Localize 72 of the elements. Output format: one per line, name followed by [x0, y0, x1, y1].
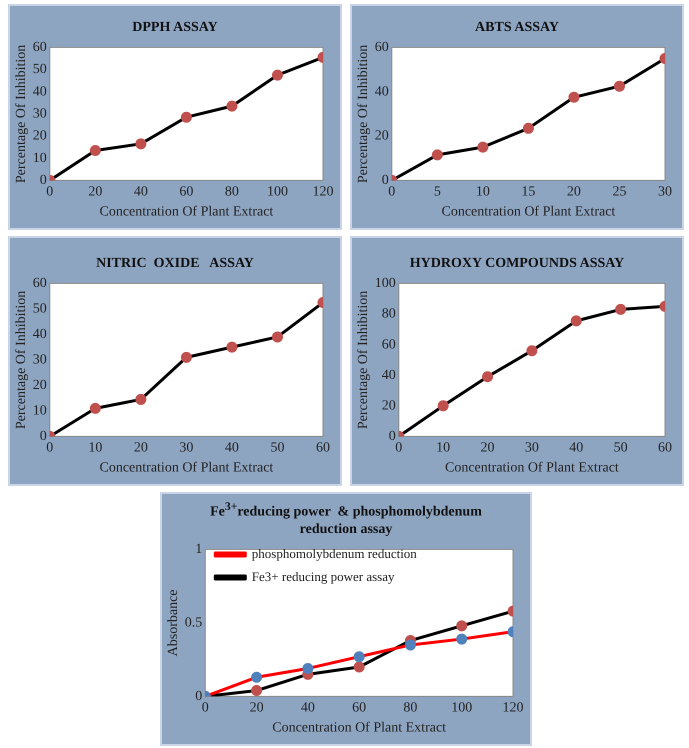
x-tick-label: 10 — [436, 440, 450, 456]
x-tick-label: 60 — [352, 700, 366, 716]
y-tick-label: 20 — [32, 378, 47, 394]
x-axis-title: Concentration Of Plant Extract — [100, 460, 274, 476]
x-tick-label: 20 — [88, 184, 102, 200]
chart-title: DPPH ASSAY — [132, 19, 218, 36]
y-axis-title: Percentage Of Inhibition — [14, 44, 30, 184]
x-tick-label: 60 — [316, 440, 330, 456]
chart-title: HYDROXY COMPOUNDS ASSAY — [410, 255, 624, 272]
x-tick-label: 20 — [250, 700, 264, 716]
y-tick-label: 0 — [195, 689, 202, 704]
x-tick-label: 40 — [134, 184, 148, 200]
chart-title: NITRIC OXIDE ASSAY — [96, 255, 254, 272]
x-tick-label: 80 — [224, 184, 239, 200]
y-tick-label: 20 — [32, 128, 47, 144]
x-tick-label: 100 — [451, 700, 472, 716]
y-tick-label: 20 — [382, 398, 396, 414]
x-tick-label: 120 — [502, 700, 524, 716]
x-tick-label: 30 — [524, 440, 539, 456]
y-tick-label: 40 — [374, 84, 389, 100]
y-tick-label: 40 — [32, 84, 47, 100]
x-tick-label: 40 — [569, 440, 584, 456]
y-tick-label: 0 — [388, 429, 396, 444]
y-tick-label: 60 — [32, 276, 47, 292]
chart-title: Fe$^{3+}$reducing power & phosphomolybdenum reduction assay — [209, 499, 483, 538]
y-tick-label: 80 — [382, 306, 396, 322]
y-axis-title: Percentage Of Inhibition — [356, 290, 372, 430]
chart-title: ABTS ASSAY — [475, 19, 559, 36]
x-tick-label: 25 — [612, 184, 626, 200]
legend-label: phosphomolybdenum reduction — [252, 546, 418, 561]
y-tick-label: 30 — [32, 106, 47, 122]
x-axis-title: Concentration Of Plant Extract — [100, 204, 274, 220]
y-tick-label: 60 — [374, 40, 389, 56]
x-tick-label: 60 — [658, 440, 672, 456]
y-tick-label: 40 — [382, 368, 396, 383]
y-tick-label: 60 — [32, 40, 47, 56]
x-axis-title: Concentration Of Plant Extract — [272, 720, 446, 736]
y-tick-label: 50 — [32, 62, 47, 78]
x-tick-label: 50 — [270, 440, 284, 456]
y-tick-label: 60 — [382, 337, 396, 352]
y-tick-label: 40 — [32, 327, 47, 342]
y-tick-label: 100 — [374, 276, 396, 292]
x-tick-label: 20 — [566, 184, 581, 200]
y-tick-label: 30 — [32, 352, 47, 368]
y-axis-title: Percentage Of Inhibition — [356, 44, 372, 184]
legend-label: Fe3+ reducing power assay — [252, 568, 396, 584]
x-tick-label: 15 — [521, 184, 536, 200]
y-axis-title: Percentage Of Inhibition — [14, 290, 30, 430]
y-tick-label: 0.5 — [184, 616, 202, 631]
x-tick-label: 100 — [266, 184, 288, 200]
x-tick-label: 40 — [300, 700, 315, 716]
x-tick-label: 20 — [134, 440, 148, 456]
x-tick-label: 5 — [434, 184, 441, 200]
y-tick-label: 50 — [32, 302, 47, 317]
y-tick-label: 10 — [32, 404, 47, 419]
y-tick-label: 20 — [374, 128, 389, 144]
x-tick-label: 10 — [476, 184, 490, 200]
y-tick-label: 0 — [382, 173, 389, 188]
x-tick-label: 120 — [312, 184, 334, 200]
y-tick-label: 0 — [40, 429, 47, 444]
x-tick-label: 30 — [658, 184, 672, 200]
x-tick-label: 20 — [480, 440, 495, 456]
x-tick-label: 50 — [614, 440, 628, 456]
x-axis-title: Concentration Of Plant Extract — [442, 204, 616, 220]
y-tick-label: 1 — [195, 542, 202, 558]
y-axis-title: Absorbance — [166, 589, 182, 656]
x-tick-label: 40 — [224, 440, 239, 456]
x-axis-title: Concentration Of Plant Extract — [445, 460, 619, 476]
x-tick-label: 10 — [88, 440, 102, 456]
y-tick-label: 10 — [32, 150, 47, 166]
y-tick-label: 0 — [40, 173, 47, 188]
x-tick-label: 80 — [403, 700, 418, 716]
